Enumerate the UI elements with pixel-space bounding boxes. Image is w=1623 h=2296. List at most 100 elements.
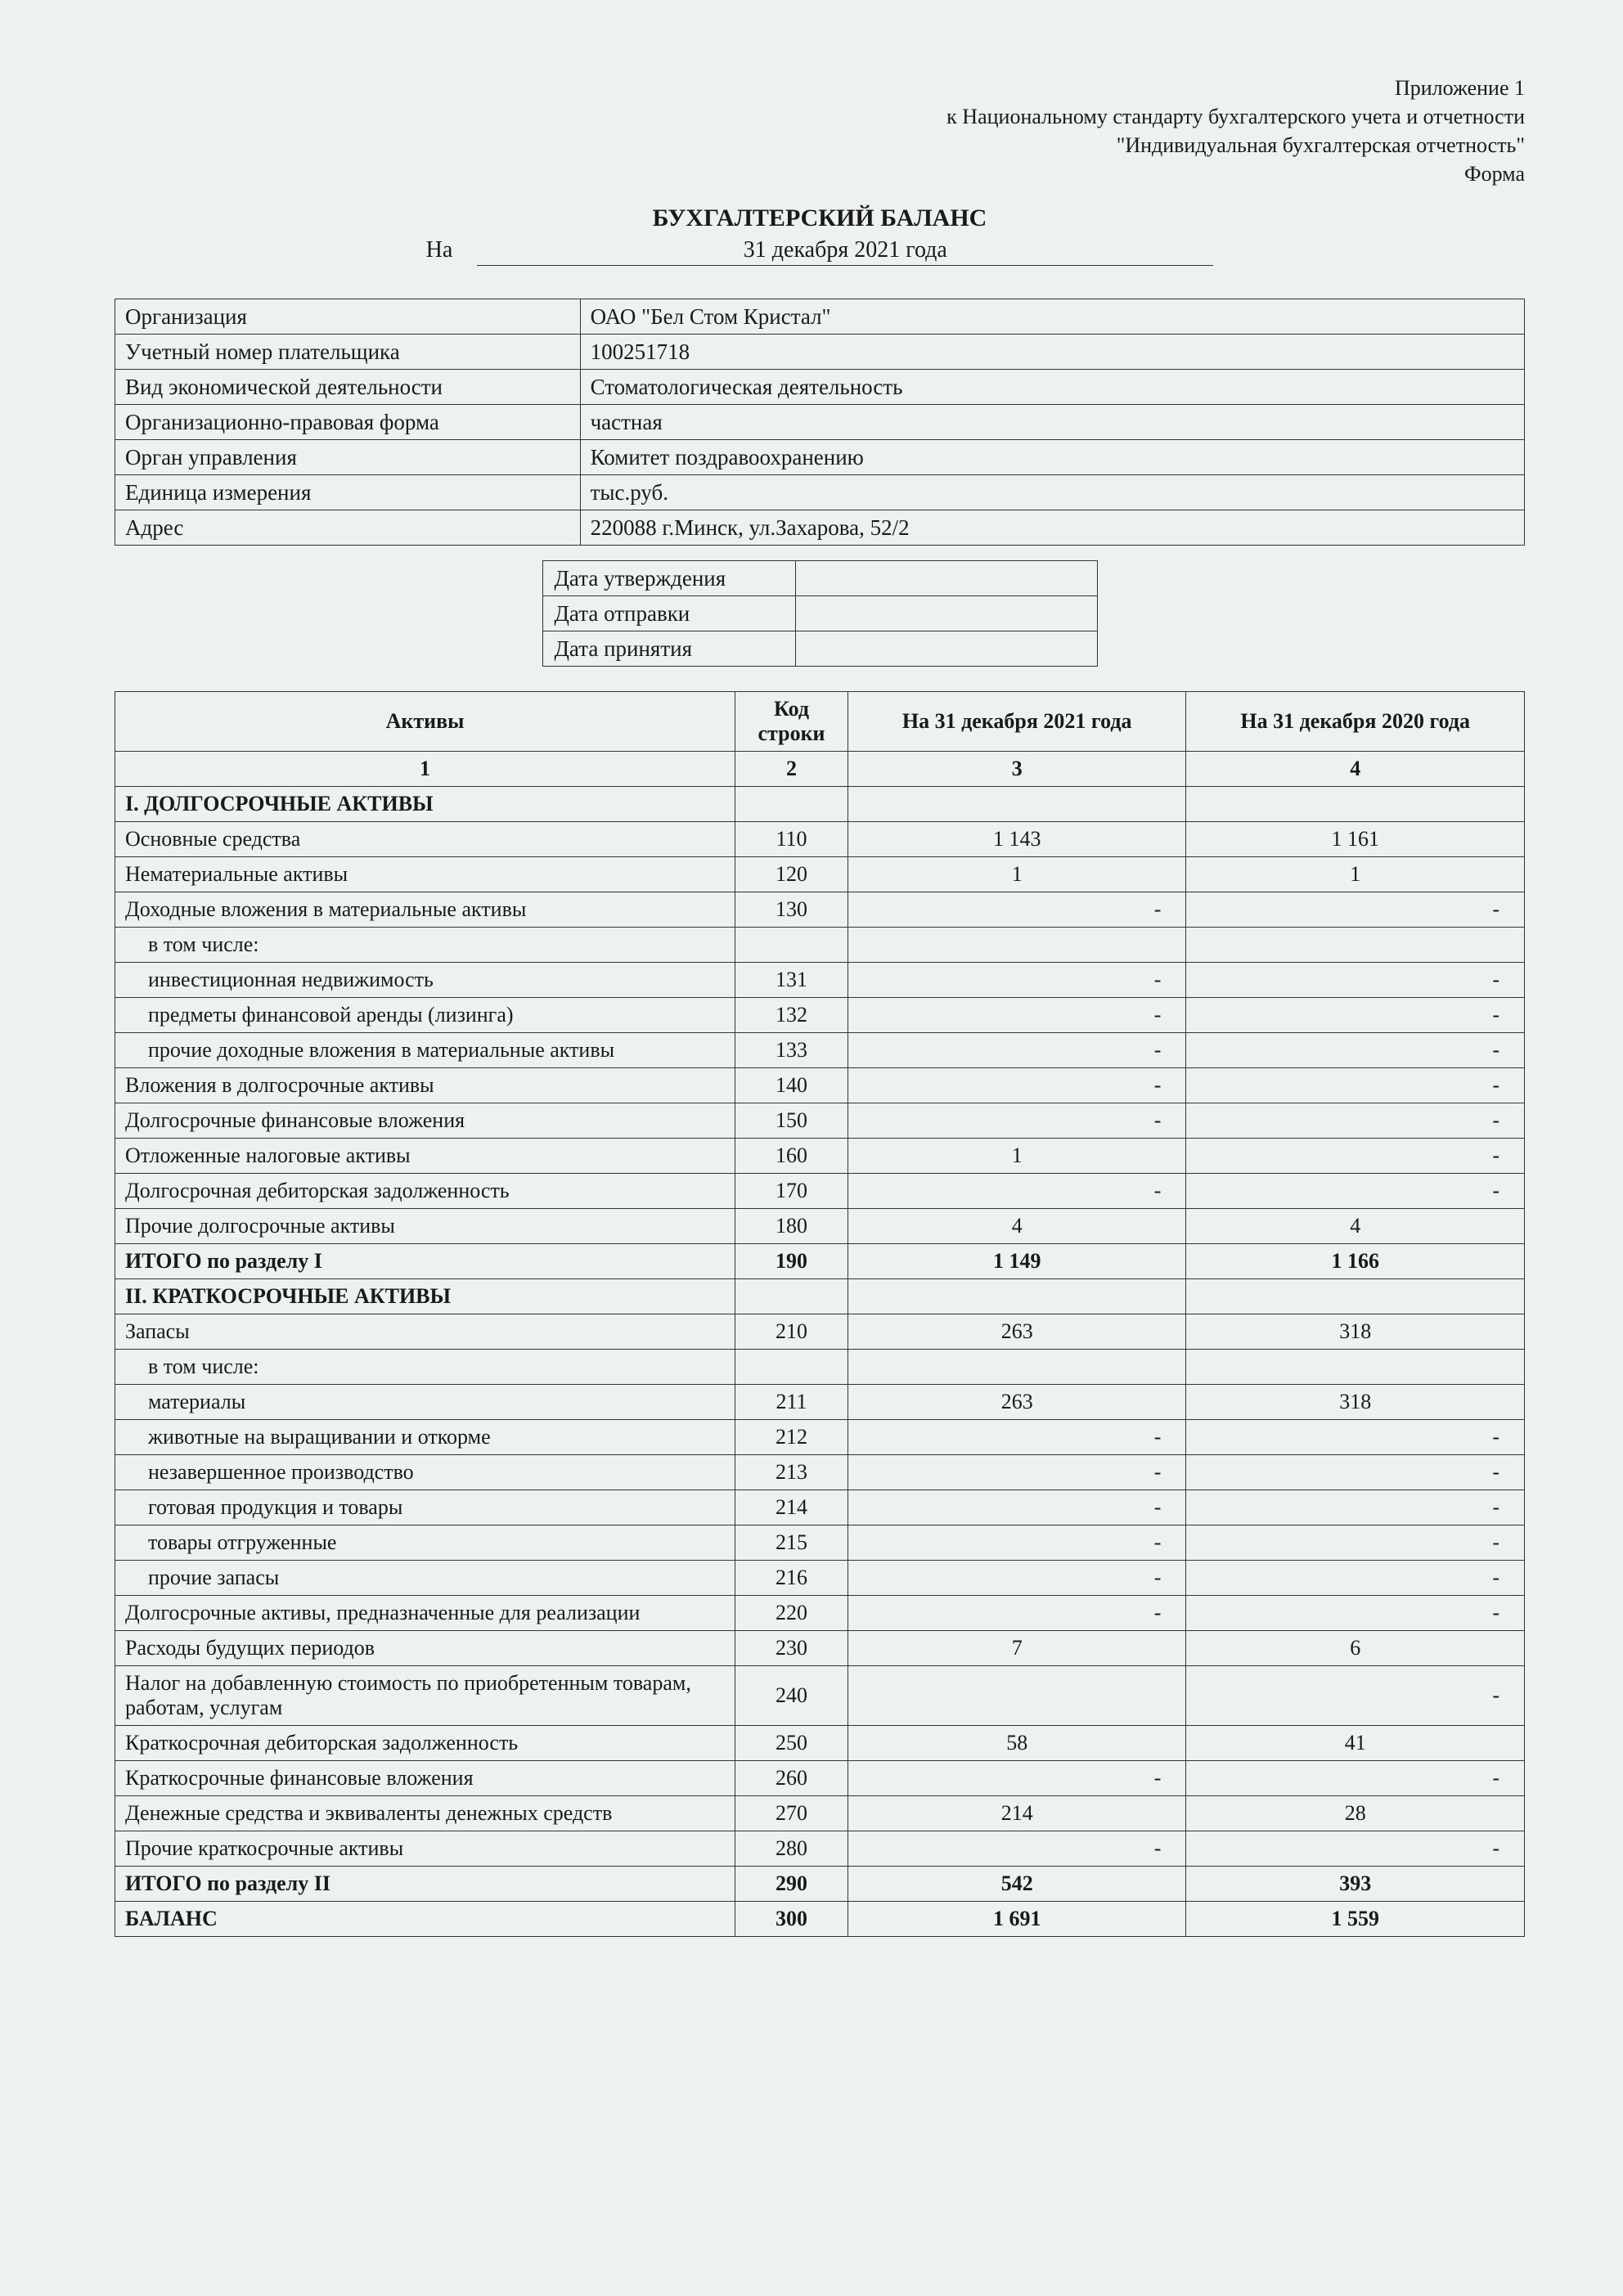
row-value-2020: - — [1186, 892, 1525, 928]
row-value-2020 — [1186, 1350, 1525, 1385]
row-value-2021: 4 — [847, 1209, 1186, 1244]
row-code: 230 — [735, 1631, 848, 1666]
row-value-2021: - — [847, 1103, 1186, 1139]
info-label: Орган управления — [115, 440, 581, 475]
row-value-2020: 393 — [1186, 1867, 1525, 1902]
info-row: Вид экономической деятельностиСтоматолог… — [115, 370, 1525, 405]
info-label: Вид экономической деятельности — [115, 370, 581, 405]
row-value-2020 — [1186, 928, 1525, 963]
table-row: Отложенные налоговые активы1601- — [115, 1139, 1525, 1174]
table-row: материалы211263318 — [115, 1385, 1525, 1420]
row-name: Прочие долгосрочные активы — [115, 1209, 735, 1244]
row-code: 240 — [735, 1666, 848, 1726]
row-value-2021 — [847, 1666, 1186, 1726]
row-name: прочие доходные вложения в материальные … — [115, 1033, 735, 1068]
page: Приложение 1 к Национальному стандарту б… — [0, 0, 1623, 2296]
row-value-2021: - — [847, 1068, 1186, 1103]
row-name: животные на выращивании и откорме — [115, 1420, 735, 1455]
table-row: Налог на добавленную стоимость по приобр… — [115, 1666, 1525, 1726]
info-label: Адрес — [115, 510, 581, 546]
row-value-2020: 1 166 — [1186, 1244, 1525, 1279]
row-name: предметы финансовой аренды (лизинга) — [115, 998, 735, 1033]
row-code: 110 — [735, 822, 848, 857]
date-value — [795, 596, 1097, 631]
row-code: 180 — [735, 1209, 848, 1244]
row-value-2021: 1 691 — [847, 1902, 1186, 1937]
colnum-1: 1 — [115, 752, 735, 787]
row-name: прочие запасы — [115, 1561, 735, 1596]
table-row: Прочие долгосрочные активы18044 — [115, 1209, 1525, 1244]
row-value-2020: 1 161 — [1186, 822, 1525, 857]
row-code — [735, 928, 848, 963]
title-block: БУХГАЛТЕРСКИЙ БАЛАНС На 31 декабря 2021 … — [115, 204, 1525, 266]
row-name: незавершенное производство — [115, 1455, 735, 1490]
colnum-4: 4 — [1186, 752, 1525, 787]
row-value-2020: - — [1186, 1525, 1525, 1561]
row-value-2021: 263 — [847, 1385, 1186, 1420]
info-value: частная — [580, 405, 1524, 440]
col-code: Код строки — [735, 692, 848, 752]
row-code: 212 — [735, 1420, 848, 1455]
row-code — [735, 1350, 848, 1385]
row-value-2021: - — [847, 998, 1186, 1033]
standard-line: к Национальному стандарту бухгалтерского… — [115, 102, 1525, 131]
row-name: Краткосрочные финансовые вложения — [115, 1761, 735, 1796]
table-row: БАЛАНС3001 6911 559 — [115, 1902, 1525, 1937]
row-value-2021: 214 — [847, 1796, 1186, 1831]
table-row: Нематериальные активы12011 — [115, 857, 1525, 892]
row-name: готовая продукция и товары — [115, 1490, 735, 1525]
row-name: I. ДОЛГОСРОЧНЫЕ АКТИВЫ — [115, 787, 735, 822]
table-row: II. КРАТКОСРОЧНЫЕ АКТИВЫ — [115, 1279, 1525, 1314]
row-code: 133 — [735, 1033, 848, 1068]
row-code: 300 — [735, 1902, 848, 1937]
info-label: Учетный номер плательщика — [115, 335, 581, 370]
report-date: 31 декабря 2021 года — [477, 237, 1213, 266]
row-value-2021: - — [847, 1033, 1186, 1068]
info-row: ОрганизацияОАО "Бел Стом Кристал" — [115, 299, 1525, 335]
row-value-2021: - — [847, 963, 1186, 998]
info-row: Единица измерениятыс.руб. — [115, 475, 1525, 510]
table-row: предметы финансовой аренды (лизинга)132-… — [115, 998, 1525, 1033]
table-row: Долгосрочные активы, предназначенные для… — [115, 1596, 1525, 1631]
standard-line-2: "Индивидуальная бухгалтерская отчетность… — [115, 131, 1525, 160]
table-row: ИТОГО по разделу II290542393 — [115, 1867, 1525, 1902]
info-row: Адрес220088 г.Минск, ул.Захарова, 52/2 — [115, 510, 1525, 546]
row-value-2021: 1 143 — [847, 822, 1186, 857]
row-name: Расходы будущих периодов — [115, 1631, 735, 1666]
info-value: ОАО "Бел Стом Кристал" — [580, 299, 1524, 335]
info-label: Единица измерения — [115, 475, 581, 510]
table-row: Запасы210263318 — [115, 1314, 1525, 1350]
row-name: ИТОГО по разделу II — [115, 1867, 735, 1902]
table-row: Денежные средства и эквиваленты денежных… — [115, 1796, 1525, 1831]
row-value-2021: 263 — [847, 1314, 1186, 1350]
row-value-2021: - — [847, 1596, 1186, 1631]
row-value-2021: - — [847, 1761, 1186, 1796]
row-value-2020: - — [1186, 1596, 1525, 1631]
col-assets: Активы — [115, 692, 735, 752]
row-name: Краткосрочная дебиторская задолженность — [115, 1726, 735, 1761]
info-label: Организация — [115, 299, 581, 335]
row-code: 140 — [735, 1068, 848, 1103]
row-value-2020: 1 — [1186, 857, 1525, 892]
row-value-2020: - — [1186, 1033, 1525, 1068]
org-info-table: ОрганизацияОАО "Бел Стом Кристал"Учетный… — [115, 299, 1525, 546]
row-value-2021: - — [847, 1831, 1186, 1867]
row-code — [735, 787, 848, 822]
row-code: 120 — [735, 857, 848, 892]
row-name: Доходные вложения в материальные активы — [115, 892, 735, 928]
row-value-2020: - — [1186, 1666, 1525, 1726]
row-name: Вложения в долгосрочные активы — [115, 1068, 735, 1103]
row-value-2020: 41 — [1186, 1726, 1525, 1761]
row-code: 260 — [735, 1761, 848, 1796]
form-label: Форма — [115, 160, 1525, 188]
row-value-2021: - — [847, 1525, 1186, 1561]
table-row: Вложения в долгосрочные активы140-- — [115, 1068, 1525, 1103]
row-name: товары отгруженные — [115, 1525, 735, 1561]
date-label: Дата отправки — [542, 596, 795, 631]
row-value-2020: 28 — [1186, 1796, 1525, 1831]
document-title: БУХГАЛТЕРСКИЙ БАЛАНС — [115, 204, 1525, 232]
table-row: товары отгруженные215-- — [115, 1525, 1525, 1561]
row-value-2021: - — [847, 1420, 1186, 1455]
table-row: ИТОГО по разделу I1901 1491 166 — [115, 1244, 1525, 1279]
date-row: Дата отправки — [542, 596, 1097, 631]
